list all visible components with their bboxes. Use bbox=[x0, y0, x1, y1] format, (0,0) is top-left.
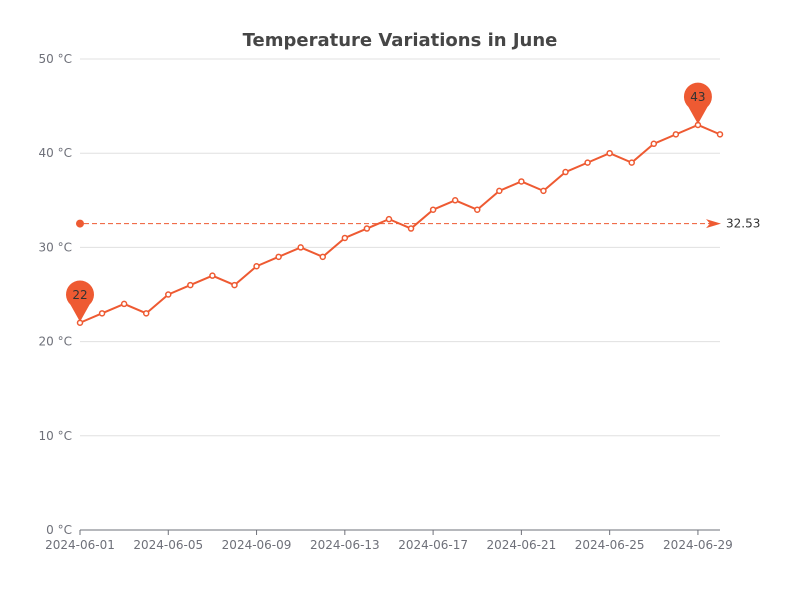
data-point bbox=[473, 206, 481, 213]
data-point bbox=[209, 272, 216, 279]
mark-point-label: 43 bbox=[690, 90, 705, 104]
data-point bbox=[187, 281, 194, 289]
data-point bbox=[341, 234, 349, 242]
mark-point-pin bbox=[66, 280, 95, 322]
data-point bbox=[496, 187, 503, 195]
x-tick-label: 2024-06-29 bbox=[663, 538, 733, 552]
data-point bbox=[253, 262, 260, 270]
x-tick-label: 2024-06-05 bbox=[133, 538, 203, 552]
y-tick-label: 50 °C bbox=[39, 52, 72, 66]
data-point bbox=[606, 149, 613, 157]
x-tick-label: 2024-06-13 bbox=[310, 538, 380, 552]
x-tick-label: 2024-06-21 bbox=[487, 538, 557, 552]
mark-point-layer: 22 43 bbox=[66, 82, 712, 322]
data-point bbox=[407, 225, 415, 232]
data-point bbox=[385, 215, 393, 223]
series-line bbox=[79, 123, 721, 324]
y-tick-label: 0 °C bbox=[46, 523, 72, 537]
data-point bbox=[518, 178, 525, 185]
data-point bbox=[319, 253, 327, 261]
y-tick-label: 20 °C bbox=[39, 335, 72, 349]
data-point bbox=[142, 310, 150, 317]
mark-line-label: 32.53 bbox=[726, 217, 760, 231]
chart-title: Temperature Variations in June bbox=[242, 30, 558, 51]
mark-line-start-dot bbox=[76, 219, 84, 228]
y-tick-label: 10 °C bbox=[39, 429, 72, 443]
data-point bbox=[363, 225, 371, 232]
mark-point-pin bbox=[683, 82, 712, 124]
data-point bbox=[231, 281, 238, 289]
data-point bbox=[672, 131, 680, 138]
x-tick-label: 2024-06-17 bbox=[398, 538, 468, 552]
data-point bbox=[540, 187, 547, 195]
data-point bbox=[562, 168, 569, 176]
data-point bbox=[716, 131, 724, 138]
data-point bbox=[429, 206, 437, 213]
axis-layer: 0 °C 10 °C 20 °C 30 °C 40 °C 50 °C 2024-06-01 2… bbox=[39, 52, 733, 552]
data-point bbox=[584, 159, 591, 166]
data-point bbox=[275, 253, 282, 261]
y-tick-label: 40 °C bbox=[39, 146, 72, 160]
data-point bbox=[297, 244, 304, 251]
x-tick-label: 2024-06-25 bbox=[575, 538, 645, 552]
x-tick-label: 2024-06-09 bbox=[222, 538, 292, 552]
grid-layer bbox=[80, 58, 720, 437]
mark-line-arrow bbox=[706, 219, 721, 229]
data-point bbox=[120, 300, 128, 308]
data-point bbox=[98, 310, 106, 317]
x-tick-label: 2024-06-01 bbox=[45, 538, 115, 552]
data-point bbox=[628, 159, 635, 166]
data-point bbox=[165, 291, 172, 298]
data-point bbox=[650, 140, 658, 148]
y-tick-label: 30 °C bbox=[39, 240, 72, 254]
mark-point-label: 22 bbox=[72, 288, 87, 302]
data-point bbox=[451, 197, 459, 204]
